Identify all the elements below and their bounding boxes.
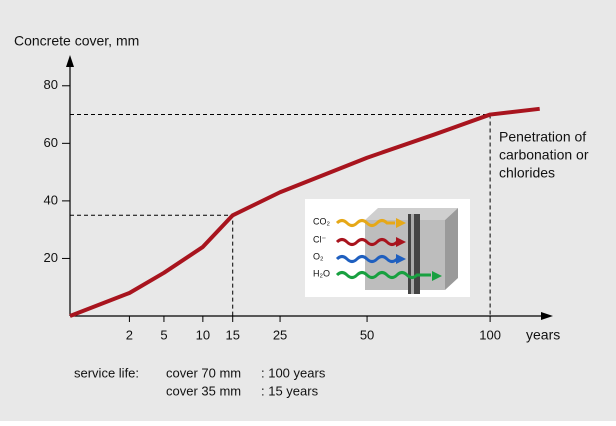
cube-front: [365, 220, 445, 290]
y-axis-label: Concrete cover, mm: [14, 33, 139, 49]
footer-text: cover 35 mm: [166, 383, 241, 398]
x-axis-label: years: [526, 327, 560, 343]
x-tick-label: 10: [196, 327, 210, 342]
x-tick-label: 5: [160, 327, 167, 342]
arrow-head: [396, 237, 406, 247]
arrow-cl: [335, 238, 403, 246]
axes: [66, 55, 553, 320]
footer-text: : 100 years: [261, 365, 326, 380]
x-tick-label: 50: [360, 327, 374, 342]
x-arrow: [541, 312, 553, 320]
annotation: carbonation or: [499, 147, 589, 163]
annotation: Penetration of: [499, 129, 586, 145]
arrow-head: [432, 271, 442, 281]
data-line: [69, 106, 540, 318]
y-tick-label: 60: [44, 135, 58, 150]
inset-label: CO₂: [313, 216, 331, 226]
x-tick-label: 25: [273, 327, 287, 342]
footer-text: cover 70 mm: [166, 365, 241, 380]
inset: CO₂ Cl⁻ O₂ H₂O: [305, 199, 470, 297]
y-tick-label: 40: [44, 192, 58, 207]
footer-label: service life:: [74, 365, 139, 380]
x-tick-label: 15: [225, 327, 239, 342]
y-tick-label: 80: [44, 77, 58, 92]
y-tick-label: 20: [44, 250, 58, 265]
inset-label: H₂O: [313, 268, 330, 278]
arrow-head: [396, 254, 406, 264]
footer-text: : 15 years: [261, 383, 319, 398]
y-arrow: [66, 55, 74, 67]
cube-side: [445, 208, 458, 290]
annotation: chlorides: [499, 165, 555, 181]
rebar-shine: [411, 214, 414, 294]
inset-label: Cl⁻: [313, 234, 326, 244]
inset-label: O₂: [313, 251, 324, 261]
arrow-head: [396, 218, 406, 228]
arrow-o2: [335, 255, 403, 263]
x-tick-label: 2: [126, 327, 133, 342]
x-tick-label: 100: [479, 327, 501, 342]
arrow-h2o: [335, 271, 431, 279]
arrow-co2: [335, 219, 395, 227]
